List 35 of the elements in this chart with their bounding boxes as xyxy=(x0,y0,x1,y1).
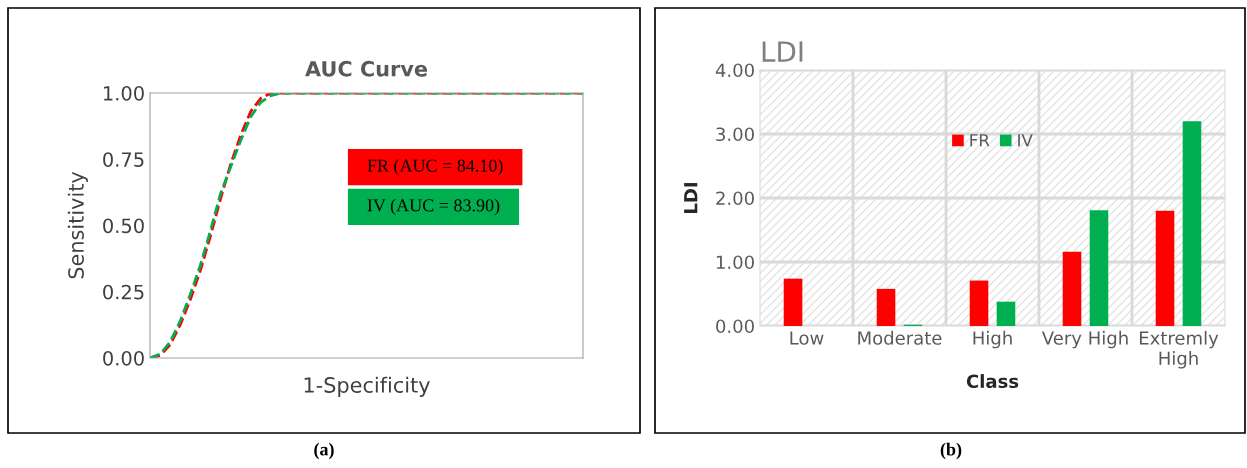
y-tick-label: 0.25 xyxy=(103,284,144,300)
y-tick-label: 4.00 xyxy=(715,63,754,78)
x-tick-label: Low xyxy=(790,331,824,345)
y-tick-label: 0.00 xyxy=(103,350,144,366)
chart-title: AUC Curve xyxy=(305,60,428,77)
x-axis-title: Class xyxy=(966,374,1019,389)
text: (a) xyxy=(314,442,334,460)
legend-label: FR xyxy=(970,134,990,147)
y-tick-label: 1.00 xyxy=(716,255,754,270)
y-tick-label: 0.50 xyxy=(103,218,144,234)
bar xyxy=(1182,121,1202,326)
bar xyxy=(876,288,896,326)
y-tick-label: 1.00 xyxy=(103,85,144,101)
x-tick-label: Moderate xyxy=(858,330,942,345)
y-tick-label: 2.00 xyxy=(716,191,754,206)
y-tick-label: 0.00 xyxy=(716,319,754,334)
bar xyxy=(783,278,803,326)
y-axis-title: LDI xyxy=(684,183,698,213)
bar xyxy=(1089,210,1109,326)
x-axis-title: 1-Specificity xyxy=(304,376,430,397)
x-tick-label: Extremly High xyxy=(1139,330,1219,369)
bar xyxy=(969,280,989,326)
legend-label: IV xyxy=(1018,134,1033,147)
text: IV (AUC = 83.90) xyxy=(367,198,500,216)
x-tick-label: Very High xyxy=(1041,330,1128,349)
x-tick-label: High xyxy=(973,330,1012,349)
y-axis-title: Sensitivity xyxy=(67,171,88,279)
y-tick-label: 0.75 xyxy=(103,152,144,167)
bar xyxy=(1062,251,1082,326)
text: (b) xyxy=(940,442,962,460)
text: FR (AUC = 84.10) xyxy=(367,159,503,176)
bar xyxy=(996,301,1016,326)
chart-title: LDI xyxy=(762,41,803,62)
bar xyxy=(1155,210,1175,326)
y-tick-label: 3.00 xyxy=(716,127,754,142)
